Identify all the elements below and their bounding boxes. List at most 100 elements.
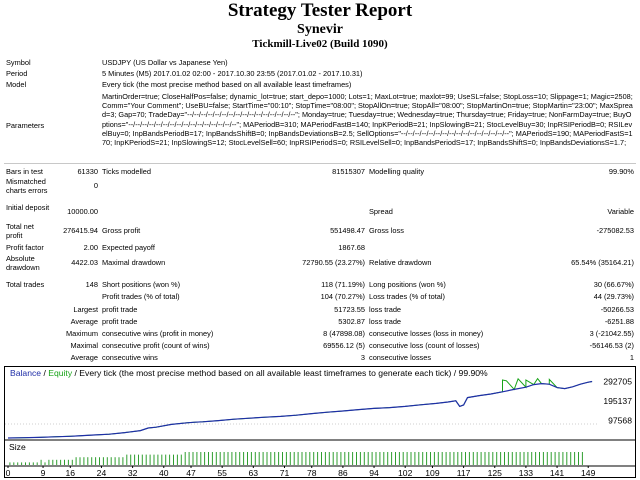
- bars-value: 61330: [77, 167, 98, 176]
- abs-dd-label: Absolute drawdown: [6, 254, 40, 272]
- long-label: Long positions (won %): [369, 280, 446, 289]
- ticks-value: 81515307: [332, 167, 365, 176]
- chart-frame: [4, 366, 636, 478]
- gross-profit-label: Gross profit: [102, 226, 141, 235]
- avg-cl-label: consecutive losses: [369, 353, 432, 362]
- largest-lt-value: -50266.53: [600, 305, 634, 314]
- max-cl-value: 3 (-21042.55): [589, 329, 634, 338]
- pt-value: 104 (70.27%): [320, 292, 365, 301]
- largest-lt-label: loss trade: [369, 305, 402, 314]
- bars-label: Bars in test: [6, 167, 43, 176]
- gross-profit-value: 551498.47: [330, 226, 365, 235]
- balance-chart: Balance / Equity / Every tick (the most …: [4, 366, 636, 478]
- x-tick-label: 55: [217, 468, 227, 478]
- symbol-value: USDJPY (US Dollar vs Japanese Yen): [102, 58, 228, 67]
- gross-loss-label: Gross loss: [369, 226, 404, 235]
- average-lt-label: loss trade: [369, 317, 402, 326]
- x-tick-label: 117: [457, 468, 471, 478]
- maximal-cl-label: consecutive loss (count of losses): [369, 341, 480, 350]
- payoff-label: Expected payoff: [102, 243, 155, 252]
- maximal-cp-label: consecutive profit (count of wins): [102, 341, 210, 350]
- x-tick-label: 9: [41, 468, 46, 478]
- server-build: Tickmill-Live02 (Build 1090): [252, 38, 388, 50]
- y-tick-labels: 292705 195137 97568: [603, 376, 632, 425]
- largest-label: Largest: [73, 305, 98, 314]
- size-label: Size: [9, 442, 26, 452]
- mismatch-value: 0: [93, 181, 98, 190]
- lt-label: Loss trades (% of total): [369, 292, 445, 301]
- x-tick-labels: 0 9 16 24 32 40 47 55 63 71 78 86 94 102 109 117 125 133 1…: [6, 466, 596, 478]
- max-cw-label: consecutive wins (profit in money): [102, 329, 214, 338]
- max-dd-value: 72790.55 (23.27%): [302, 258, 365, 267]
- x-tick-label: 71: [280, 468, 290, 478]
- abs-dd-value: 4422.03: [71, 258, 98, 267]
- trades-value: 148: [85, 280, 98, 289]
- x-tick-label: 78: [307, 468, 317, 478]
- quality-value: 99.90%: [608, 167, 634, 176]
- net-label: Total net profit: [6, 222, 34, 240]
- avg-cl-value: 1: [629, 353, 634, 362]
- maximal-label: Maximal: [70, 341, 98, 350]
- long-value: 30 (66.67%): [593, 280, 634, 289]
- pf-label: Profit factor: [6, 243, 44, 252]
- x-tick-label: 32: [128, 468, 138, 478]
- average-pt-label: profit trade: [102, 317, 138, 326]
- x-tick-label: 40: [159, 468, 169, 478]
- report-title: Strategy Tester Report: [227, 0, 413, 21]
- x-tick-label: 102: [398, 468, 413, 478]
- initial-row: Initial deposit 10000.00 Spread Variable: [0, 203, 640, 221]
- max-cl-label: consecutive losses (loss in money): [369, 329, 484, 338]
- x-tick-label: 94: [369, 468, 379, 478]
- largest-pt-label: profit trade: [102, 305, 138, 314]
- avg2-label: Average: [70, 353, 98, 362]
- largest-pt-value: 51723.55: [334, 305, 365, 314]
- maximal-cl-value: -56146.53 (2): [589, 341, 634, 350]
- lt-value: 44 (29.73%): [593, 292, 634, 301]
- payoff-value: 1867.68: [338, 243, 365, 252]
- average-lt-value: -6251.88: [604, 317, 634, 326]
- legend-equity: Equity: [48, 368, 73, 378]
- period-label: Period: [6, 69, 28, 78]
- maximum-label: Maximum: [65, 329, 98, 338]
- net-row: Total net profit 276415.94 Gross profit …: [0, 222, 640, 240]
- symbol-label: Symbol: [6, 58, 31, 67]
- trades-label: Total trades: [6, 280, 45, 289]
- spread-value: Variable: [607, 207, 634, 216]
- size-bars: [9, 452, 583, 465]
- net-value: 276415.94: [63, 226, 98, 235]
- legend-balance: Balance: [10, 368, 41, 378]
- x-tick-label: 133: [519, 468, 534, 478]
- model-label: Model: [6, 80, 27, 89]
- balance-line: [7, 380, 593, 439]
- y-tick-label: 97568: [608, 415, 632, 425]
- spread-label: Spread: [369, 207, 393, 216]
- short-label: Short positions (won %): [102, 280, 181, 289]
- y-tick-label: 195137: [603, 396, 632, 406]
- max-dd-label: Maximal drawdown: [102, 258, 166, 267]
- quality-label: Modelling quality: [369, 167, 425, 176]
- x-tick-label: 141: [550, 468, 565, 478]
- period-value: 5 Minutes (M5) 2017.01.02 02:00 - 2017.1…: [102, 69, 363, 78]
- legend-rest: / Every tick (the most precise method ba…: [72, 368, 488, 378]
- x-tick-label: 149: [581, 468, 596, 478]
- average-label: Average: [70, 317, 98, 326]
- parameters-value: MartinOrder=true; CloseHalfPos=false; dy…: [102, 92, 633, 148]
- avg-cw-value: 3: [360, 353, 365, 362]
- maximal-cp-value: 69556.12 (5): [323, 341, 365, 350]
- initial-label: Initial deposit: [6, 203, 50, 212]
- parameters-label: Parameters: [6, 121, 45, 130]
- x-tick-label: 63: [249, 468, 259, 478]
- avg-cw-label: consecutive wins: [102, 353, 158, 362]
- max-cw-value: 8 (47898.08): [323, 329, 365, 338]
- x-tick-label: 16: [66, 468, 76, 478]
- initial-value: 10000.00: [67, 207, 98, 216]
- rel-dd-label: Relative drawdown: [369, 258, 432, 267]
- legend-sep: /: [41, 368, 48, 378]
- mismatch-label: Mismatched charts errors: [6, 177, 48, 195]
- expert-name: Synevir: [297, 22, 343, 37]
- short-value: 118 (71.19%): [321, 280, 365, 289]
- x-tick-label: 109: [425, 468, 440, 478]
- pt-label: Profit trades (% of total): [102, 292, 180, 301]
- x-tick-label: 125: [488, 468, 503, 478]
- pf-value: 2.00: [83, 243, 98, 252]
